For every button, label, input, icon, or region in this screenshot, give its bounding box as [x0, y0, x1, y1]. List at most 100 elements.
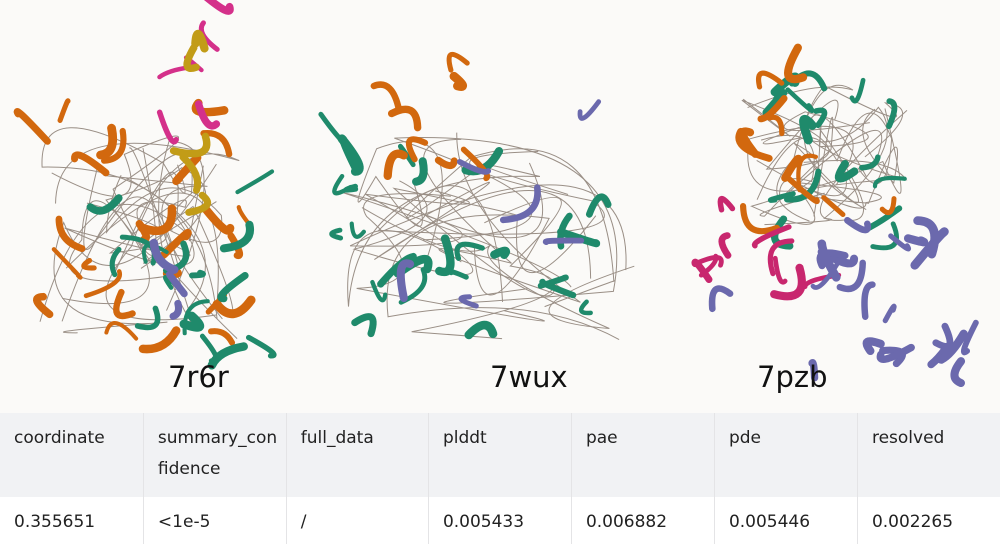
ribbon-segment — [199, 333, 219, 364]
ribbon-segment — [862, 337, 885, 356]
ribbon-segment — [454, 241, 485, 261]
structure-7pzb-ribbons — [691, 43, 979, 388]
ribbon-segment — [81, 257, 97, 271]
ribbon-segment — [169, 299, 183, 320]
ribbon-segment — [771, 215, 794, 250]
cell-coordinate: 0.355651 — [14, 512, 96, 532]
coil — [406, 148, 616, 308]
cell-pde: 0.005446 — [713, 497, 858, 544]
ribbon-segment — [134, 305, 161, 331]
ribbon-segment — [821, 195, 846, 217]
ribbon-segment — [782, 172, 820, 204]
ribbon-segment — [55, 215, 86, 253]
ribbon-segment — [235, 169, 275, 195]
ribbon-segment — [458, 294, 479, 309]
coil — [53, 163, 217, 334]
ribbon-segment — [212, 295, 256, 319]
ribbon-segment — [343, 183, 359, 193]
ribbon-segment — [844, 216, 872, 234]
ribbon-segment — [446, 51, 470, 73]
ribbon-segment — [557, 212, 573, 250]
structure-7wux-ribbons — [318, 51, 635, 341]
ribbon-segment — [207, 328, 236, 346]
ribbon-segment — [405, 136, 429, 163]
ribbon-segment — [910, 227, 949, 270]
ribbon-segment — [387, 105, 422, 132]
coil — [764, 106, 888, 226]
structure-label-7wux: 7wux — [490, 360, 568, 394]
ribbon-segment — [768, 191, 796, 203]
ribbon-segment — [172, 153, 202, 186]
ribbon-segment — [903, 234, 929, 247]
ribbon-segment — [698, 253, 719, 278]
ribbon-segment — [169, 132, 211, 158]
ribbon-segment — [834, 159, 859, 183]
ribbon-segment — [339, 134, 359, 175]
ribbon-segment — [135, 220, 150, 244]
ribbon-segment — [810, 261, 840, 290]
ribbon-segment — [86, 194, 123, 215]
structure-label-7r6r: 7r6r — [168, 360, 229, 394]
ribbon-segment — [396, 259, 415, 303]
ribbon-segment — [412, 157, 428, 186]
ribbon-segment — [886, 98, 898, 130]
table-header-row: coordinate summary_confidence full_data … — [0, 413, 1000, 497]
ribbon-segment — [100, 127, 127, 164]
ribbon-segment — [879, 196, 897, 216]
coil — [747, 84, 854, 222]
coil — [357, 140, 443, 273]
ribbon-segment — [157, 65, 191, 80]
ribbon-segment — [781, 154, 803, 182]
ribbon-segment — [785, 87, 815, 113]
header-pae: pae — [570, 413, 715, 497]
ribbon-segment — [557, 228, 601, 248]
ribbon-segment — [370, 279, 388, 303]
coil — [803, 84, 903, 211]
protein-structure-renders — [13, 0, 979, 388]
ribbon-segment — [179, 311, 205, 332]
ribbon-segment — [191, 29, 209, 53]
coil — [356, 193, 545, 322]
ribbon-segment — [950, 357, 966, 388]
cell-resolved: 0.002265 — [856, 497, 1000, 544]
coil — [352, 180, 474, 276]
ribbon-segment — [861, 281, 876, 320]
ribbon-segment — [149, 238, 179, 274]
ribbon-segment — [784, 43, 808, 84]
ribbon-segment — [329, 227, 344, 241]
ribbon-segment — [960, 319, 979, 356]
coil — [341, 184, 627, 288]
ribbon-segment — [227, 232, 244, 260]
ribbon-segment — [757, 95, 788, 123]
ribbon-segment — [708, 285, 734, 313]
ribbon-segment — [932, 322, 954, 350]
header-coordinate: coordinate — [14, 428, 105, 448]
ribbon-segment — [57, 98, 71, 123]
ribbon-segment — [138, 326, 181, 354]
ribbon-segment — [870, 221, 900, 251]
ribbon-segment — [104, 321, 139, 341]
ribbon-segment — [770, 263, 806, 301]
coil — [374, 162, 592, 279]
ribbon-segment — [160, 228, 192, 259]
ribbon-segment — [194, 100, 221, 130]
ribbon-segment — [499, 184, 541, 224]
ribbon-segment — [204, 0, 234, 15]
header-resolved: resolved — [856, 413, 1000, 497]
coil — [392, 187, 597, 297]
ribbon-segment — [717, 195, 736, 213]
ribbon-segment — [490, 246, 511, 259]
ribbon-segment — [182, 299, 210, 336]
ribbon-segment — [349, 221, 366, 239]
ribbon-segment — [756, 70, 785, 90]
ribbon-segment — [579, 299, 593, 316]
ribbon-segment — [185, 191, 211, 216]
ribbon-segment — [200, 203, 235, 235]
ribbon-segment — [13, 108, 51, 145]
coil — [759, 116, 834, 217]
structure-label-7pzb: 7pzb — [757, 360, 828, 394]
ribbon-segment — [872, 175, 907, 189]
cell-summary-confidence: <1e-5 — [142, 497, 287, 544]
ribbon-segment — [448, 269, 469, 280]
ribbon-segment — [876, 343, 915, 363]
